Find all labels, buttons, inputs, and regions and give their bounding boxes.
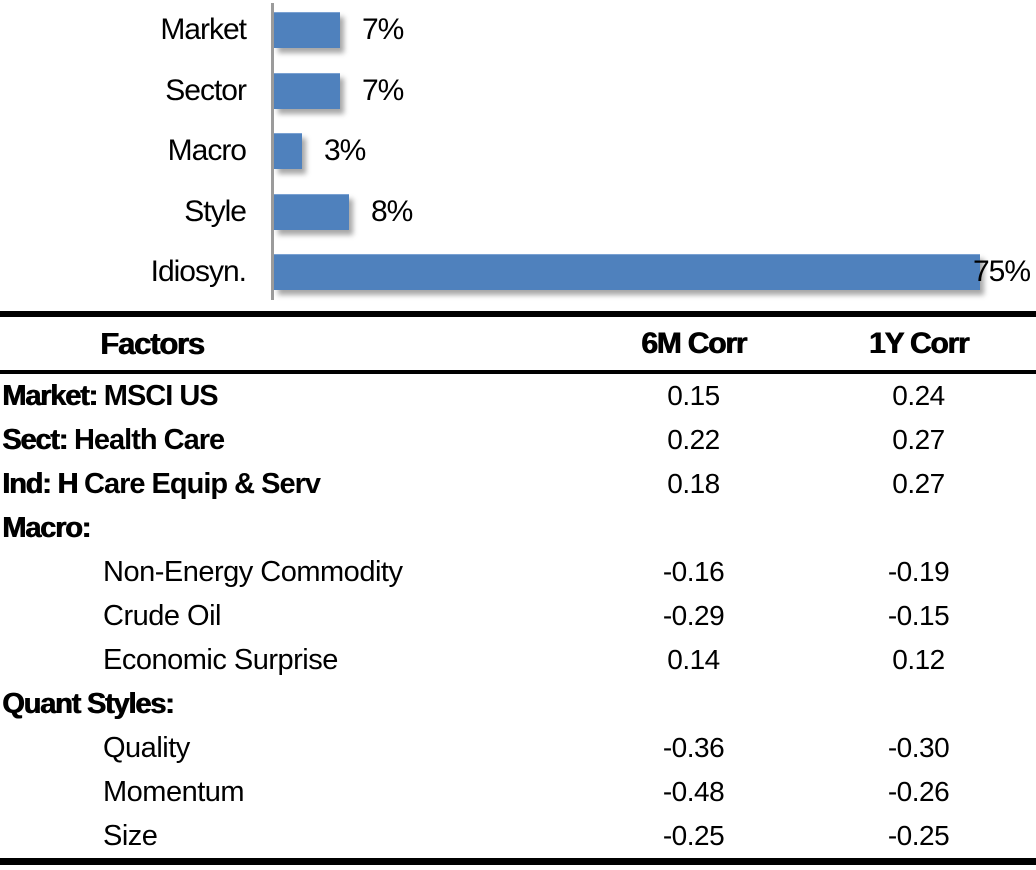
bar-market (274, 12, 340, 48)
cell-1y-corr: -0.25 (887, 820, 950, 851)
cell-6m-corr: 0.15 (667, 380, 720, 411)
value-label: 8% (371, 195, 413, 228)
factor-correlation-table: Factors 6M Corr 1Y Corr Market: MSCI US … (0, 311, 1036, 865)
table-row-quality: Quality -0.36 -0.30 (0, 726, 1036, 770)
row-label-text: MSCI US (96, 379, 219, 412)
category-label: Sector (165, 74, 247, 107)
table-row-non-energy-commodity: Non-Energy Commodity -0.16 -0.19 (0, 550, 1036, 594)
row-label-prefix: Market: (2, 379, 98, 412)
cell-6m-corr: -0.48 (662, 776, 725, 807)
chart-row-sector: Sector 7% (0, 73, 1036, 109)
cell-6m-corr: -0.25 (662, 820, 725, 851)
category-axis-line (271, 3, 274, 300)
category-label: Style (184, 195, 247, 228)
chart-row-macro: Macro 3% (0, 133, 1036, 169)
value-label: 3% (324, 134, 366, 167)
cell-1y-corr: -0.30 (887, 732, 950, 763)
table-row-momentum: Momentum -0.48 -0.26 (0, 770, 1036, 814)
row-label-text: Health Care (66, 423, 225, 456)
row-label-prefix: Macro: (2, 511, 91, 544)
row-label: Economic Surprise (103, 643, 338, 676)
value-label: 7% (362, 74, 404, 107)
cell-6m-corr: -0.16 (662, 556, 725, 587)
table-row-crude-oil: Crude Oil -0.29 -0.15 (0, 594, 1036, 638)
table-row-macro-group: Macro: (0, 506, 1036, 550)
chart-row-style: Style 8% (0, 194, 1036, 230)
cell-1y-corr: 0.27 (892, 424, 945, 455)
row-label: Market: MSCI US (0, 380, 586, 413)
row-label: Quant Styles: (0, 688, 586, 721)
row-label-text: Care Equip & Serv (76, 467, 321, 500)
cell-1y-corr: -0.26 (887, 776, 950, 807)
cell-6m-corr: -0.29 (662, 600, 725, 631)
chart-row-idiosyncratic: Idiosyn. 75% (0, 254, 1036, 290)
table-row-quant-styles-group: Quant Styles: (0, 682, 1036, 726)
bar-idiosyncratic (274, 254, 980, 290)
value-label: 7% (362, 13, 404, 46)
cell-1y-corr: 0.24 (892, 380, 945, 411)
row-label: Ind: H Care Equip & Serv (0, 468, 586, 501)
cell-6m-corr: 0.22 (667, 424, 720, 455)
header-1y-corr: 1Y Corr (868, 326, 970, 360)
bar-macro (274, 133, 302, 169)
category-label: Idiosyn. (150, 255, 247, 288)
row-label-prefix: Quant Styles: (2, 687, 175, 720)
cell-1y-corr: -0.19 (887, 556, 950, 587)
cell-6m-corr: 0.14 (667, 644, 720, 675)
row-label: Sect: Health Care (0, 424, 586, 457)
table-row-industry: Ind: H Care Equip & Serv 0.18 0.27 (0, 462, 1036, 506)
row-label: Non-Energy Commodity (103, 555, 403, 588)
bar-sector (274, 73, 340, 109)
row-label: Crude Oil (103, 599, 222, 632)
row-label: Macro: (0, 512, 586, 545)
table-row-sector: Sect: Health Care 0.22 0.27 (0, 418, 1036, 462)
header-factors: Factors (100, 325, 205, 361)
bar-style (274, 194, 349, 230)
table-row-economic-surprise: Economic Surprise 0.14 0.12 (0, 638, 1036, 682)
cell-6m-corr: 0.18 (667, 468, 720, 499)
category-label: Macro (167, 134, 247, 167)
row-label: Quality (103, 731, 190, 764)
risk-decomposition-bar-chart: Market 7% Sector 7% Macro 3% Style 8% Id… (0, 0, 1036, 311)
category-label: Market (160, 13, 247, 46)
header-6m-corr: 6M Corr (641, 326, 747, 360)
table-row-size: Size -0.25 -0.25 (0, 814, 1036, 858)
cell-1y-corr: 0.27 (892, 468, 945, 499)
cell-6m-corr: -0.36 (662, 732, 725, 763)
row-label: Size (103, 819, 158, 852)
row-label-prefix: Ind: H (2, 467, 78, 500)
cell-1y-corr: -0.15 (887, 600, 950, 631)
table-row-market: Market: MSCI US 0.15 0.24 (0, 374, 1036, 418)
row-label-prefix: Sect: (2, 423, 68, 456)
chart-row-market: Market 7% (0, 12, 1036, 48)
cell-1y-corr: 0.12 (892, 644, 945, 675)
row-label: Momentum (103, 775, 245, 808)
value-label: 75% (972, 255, 1031, 288)
table-header-row: Factors 6M Corr 1Y Corr (0, 317, 1036, 374)
